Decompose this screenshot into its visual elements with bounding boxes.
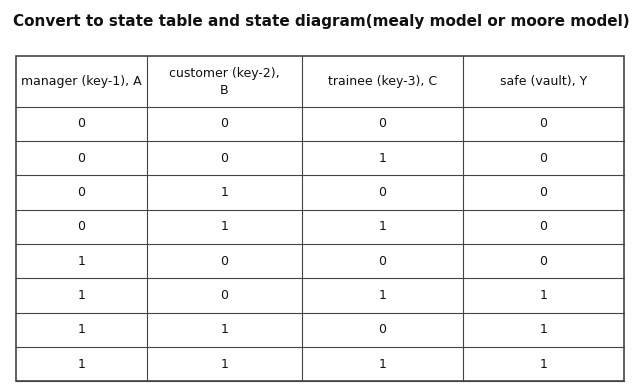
Text: 1: 1 xyxy=(77,323,85,336)
Text: 0: 0 xyxy=(220,289,228,302)
Text: 1: 1 xyxy=(220,357,228,371)
Text: 1: 1 xyxy=(378,357,387,371)
Text: 1: 1 xyxy=(378,152,387,165)
Text: 0: 0 xyxy=(220,117,228,130)
Text: 1: 1 xyxy=(220,323,228,336)
Text: 1: 1 xyxy=(378,289,387,302)
Text: manager (key-1), A: manager (key-1), A xyxy=(21,75,141,88)
Text: 1: 1 xyxy=(540,323,547,336)
Text: trainee (key-3), C: trainee (key-3), C xyxy=(328,75,437,88)
Text: 0: 0 xyxy=(540,255,547,268)
Text: 0: 0 xyxy=(378,323,387,336)
Text: 1: 1 xyxy=(77,357,85,371)
Text: 0: 0 xyxy=(77,117,85,130)
Text: safe (vault), Y: safe (vault), Y xyxy=(500,75,587,88)
Text: 1: 1 xyxy=(220,186,228,199)
Text: 1: 1 xyxy=(378,220,387,233)
Text: 1: 1 xyxy=(77,255,85,268)
Text: Convert to state table and state diagram(mealy model or moore model): Convert to state table and state diagram… xyxy=(13,14,629,29)
Text: 0: 0 xyxy=(77,220,85,233)
Text: 0: 0 xyxy=(378,255,387,268)
Text: 0: 0 xyxy=(378,117,387,130)
Text: 1: 1 xyxy=(220,220,228,233)
Text: 0: 0 xyxy=(540,152,547,165)
Text: 0: 0 xyxy=(220,152,228,165)
Text: 0: 0 xyxy=(220,255,228,268)
Text: 0: 0 xyxy=(378,186,387,199)
Text: 0: 0 xyxy=(77,152,85,165)
Text: 1: 1 xyxy=(77,289,85,302)
Text: 0: 0 xyxy=(77,186,85,199)
Text: 1: 1 xyxy=(540,357,547,371)
Text: 0: 0 xyxy=(540,186,547,199)
Text: 0: 0 xyxy=(540,220,547,233)
Text: customer (key-2),
B: customer (key-2), B xyxy=(169,67,280,96)
Text: 1: 1 xyxy=(540,289,547,302)
Text: 0: 0 xyxy=(540,117,547,130)
